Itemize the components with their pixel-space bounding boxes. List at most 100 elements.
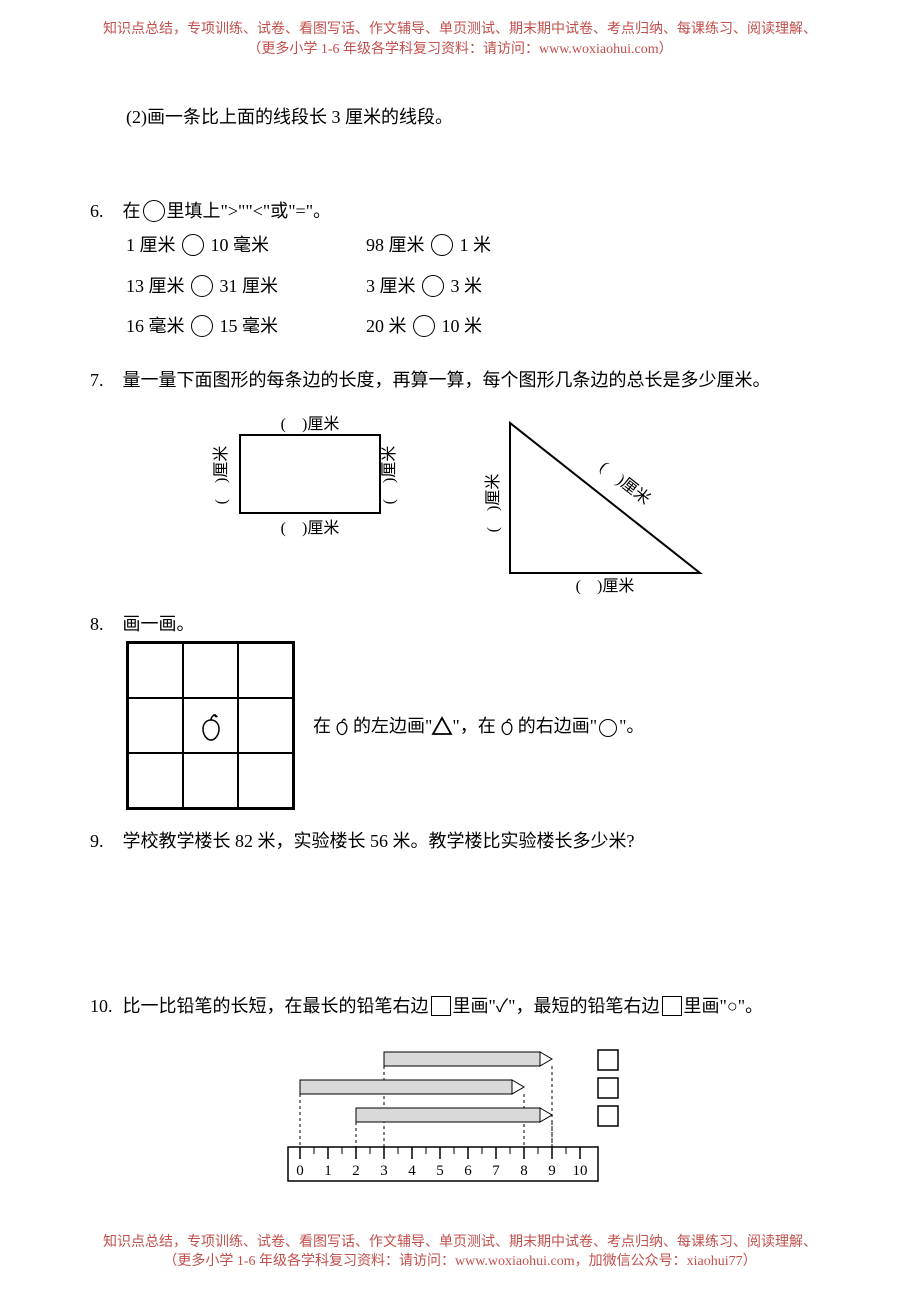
page-footer: 知识点总结，专项训练、试卷、看图写话、作文辅导、单页测试、期末期中试卷、考点归纳… [0, 1233, 920, 1272]
q8-row: 在的左边画""，在的右边画""。 [90, 641, 830, 810]
q6-num: 6. [90, 194, 118, 228]
ruler-label: 1 [324, 1163, 332, 1179]
q8-txt-3: "，在 [452, 716, 495, 736]
blank-circle[interactable] [182, 234, 204, 256]
q6-4-l: 16 毫米 [126, 316, 185, 336]
q8-txt-5: "。 [619, 716, 644, 736]
q8-txt-2: 的左边画" [353, 716, 432, 736]
grid-cell[interactable] [128, 643, 183, 698]
footer-line-2: （更多小学 1-6 年级各学科复习资料：请访问：www.woxiaohui.co… [163, 1254, 756, 1269]
q5-part2: (2)画一条比上面的线段长 3 厘米的线段。 [126, 100, 830, 134]
blank-circle[interactable] [191, 275, 213, 297]
answer-box[interactable] [598, 1050, 618, 1070]
q9-stem: 学校教学楼长 82 米，实验楼长 56 米。教学楼比实验楼长多少米? [123, 831, 635, 851]
ruler-label: 0 [296, 1163, 304, 1179]
q10: 10. 比一比铅笔的长短，在最长的铅笔右边 里画"✓"，最短的铅笔右边 里画"○"。… [90, 989, 830, 1208]
q8: 8. 画一画。 在的左 [90, 607, 830, 810]
footer-line-1: 知识点总结，专项训练、试卷、看图写话、作文辅导、单页测试、期末期中试卷、考点归纳… [103, 1235, 817, 1250]
triangle-icon [432, 717, 452, 735]
q10-stem-b: 里画"✓"，最短的铅笔右边 [453, 996, 660, 1016]
q10-figure: 012345678910 [90, 1037, 830, 1208]
q6-5-r: 10 米 [442, 316, 483, 336]
q6-3-r: 3 米 [451, 276, 483, 296]
ruler-label: 10 [573, 1163, 588, 1179]
rect-left-label: ( )厘米 [212, 446, 230, 505]
ruler-pencils-svg: 012345678910 [270, 1037, 650, 1197]
ruler-label: 3 [380, 1163, 388, 1179]
q6-item-2: 13 厘米 31 厘米 [126, 269, 366, 303]
blank-circle[interactable] [422, 275, 444, 297]
ruler-label: 4 [408, 1163, 416, 1179]
circle-icon [143, 200, 165, 222]
q10-num: 10. [90, 989, 118, 1023]
blank-circle[interactable] [431, 234, 453, 256]
rectangle-shape [240, 435, 380, 513]
ruler-label: 5 [436, 1163, 444, 1179]
q7-rect-fig: ( )厘米 ( )厘米 ( )厘米 ( )厘米 [200, 413, 420, 543]
grid-cell[interactable] [128, 698, 183, 753]
q8-num: 8. [90, 607, 118, 641]
q6-0-r: 10 毫米 [211, 235, 270, 255]
grid-cell[interactable] [183, 643, 238, 698]
q6-3-l: 3 厘米 [366, 276, 416, 296]
q6-5-l: 20 米 [366, 316, 407, 336]
grid-cell[interactable] [238, 643, 293, 698]
apple-icon [331, 715, 353, 737]
grid-cell[interactable] [238, 753, 293, 808]
pencil-bar [300, 1080, 512, 1094]
blank-circle[interactable] [413, 315, 435, 337]
q8-stem: 画一画。 [123, 614, 195, 634]
apple-icon [193, 708, 229, 744]
answer-box[interactable] [598, 1106, 618, 1126]
answer-box[interactable] [598, 1078, 618, 1098]
q8-txt-4: 的右边画" [518, 716, 597, 736]
circle-icon [599, 719, 617, 737]
tri-bottom-label: ( )厘米 [576, 577, 635, 595]
blank-box[interactable] [662, 996, 682, 1016]
q6-item-5: 20 米 10 米 [366, 309, 606, 343]
grid-cell-apple [183, 698, 238, 753]
q9: 9. 学校教学楼长 82 米，实验楼长 56 米。教学楼比实验楼长多少米? [90, 824, 830, 858]
blank-box[interactable] [431, 996, 451, 1016]
q6-item-3: 3 厘米 3 米 [366, 269, 606, 303]
tri-hyp-label: ( )厘米 [596, 458, 653, 508]
q6-item-1: 98 厘米 1 米 [366, 228, 606, 262]
q6: 6. 在里填上">""<"或"="。 1 厘米 10 毫米 98 厘米 1 米 … [90, 194, 830, 349]
tri-left-label: ( )厘米 [484, 474, 502, 533]
q9-num: 9. [90, 824, 118, 858]
pencil-bar [356, 1108, 540, 1122]
q6-item-0: 1 厘米 10 毫米 [126, 228, 366, 262]
pencil-tip [512, 1080, 524, 1094]
grid-cell[interactable] [183, 753, 238, 808]
rect-top-label: ( )厘米 [281, 415, 340, 433]
q8-instruction: 在的左边画""，在的右边画""。 [313, 709, 644, 743]
grid-cell[interactable] [238, 698, 293, 753]
pencil-tip [540, 1052, 552, 1066]
rect-right-label: ( )厘米 [380, 446, 398, 505]
q6-1-r: 1 米 [460, 235, 492, 255]
blank-circle[interactable] [191, 315, 213, 337]
triangle-shape [510, 423, 700, 573]
ruler-label: 7 [492, 1163, 500, 1179]
q5-2-text: (2)画一条比上面的线段长 3 厘米的线段。 [126, 107, 453, 127]
ruler-label: 6 [464, 1163, 472, 1179]
apple-icon [496, 715, 518, 737]
q7-tri-fig: ( )厘米 ( )厘米 ( )厘米 [480, 413, 720, 593]
page-header: 知识点总结，专项训练、试卷、看图写话、作文辅导、单页测试、期末期中试卷、考点归纳… [0, 20, 920, 59]
q10-stem-a: 比一比铅笔的长短，在最长的铅笔右边 [123, 996, 429, 1016]
grid-cell[interactable] [128, 753, 183, 808]
q6-0-l: 1 厘米 [126, 235, 176, 255]
q7-figures: ( )厘米 ( )厘米 ( )厘米 ( )厘米 ( )厘米 ( )厘米 ( )厘… [90, 413, 830, 593]
header-line-1: 知识点总结，专项训练、试卷、看图写话、作文辅导、单页测试、期末期中试卷、考点归纳… [103, 22, 817, 37]
rect-bottom-label: ( )厘米 [281, 519, 340, 537]
q6-2-l: 13 厘米 [126, 276, 185, 296]
ruler-label: 9 [548, 1163, 556, 1179]
pencil-tip [540, 1108, 552, 1122]
q8-grid [126, 641, 295, 810]
q7-stem: 量一量下面图形的每条边的长度，再算一算，每个图形几条边的总长是多少厘米。 [123, 370, 771, 390]
q6-2-r: 31 厘米 [220, 276, 279, 296]
worksheet-content: (2)画一条比上面的线段长 3 厘米的线段。 6. 在里填上">""<"或"="… [90, 100, 830, 1222]
q10-stem-c: 里画"○"。 [684, 996, 764, 1016]
q6-4-r: 15 毫米 [220, 316, 279, 336]
q6-stem-suffix: 里填上">""<"或"="。 [167, 201, 332, 221]
